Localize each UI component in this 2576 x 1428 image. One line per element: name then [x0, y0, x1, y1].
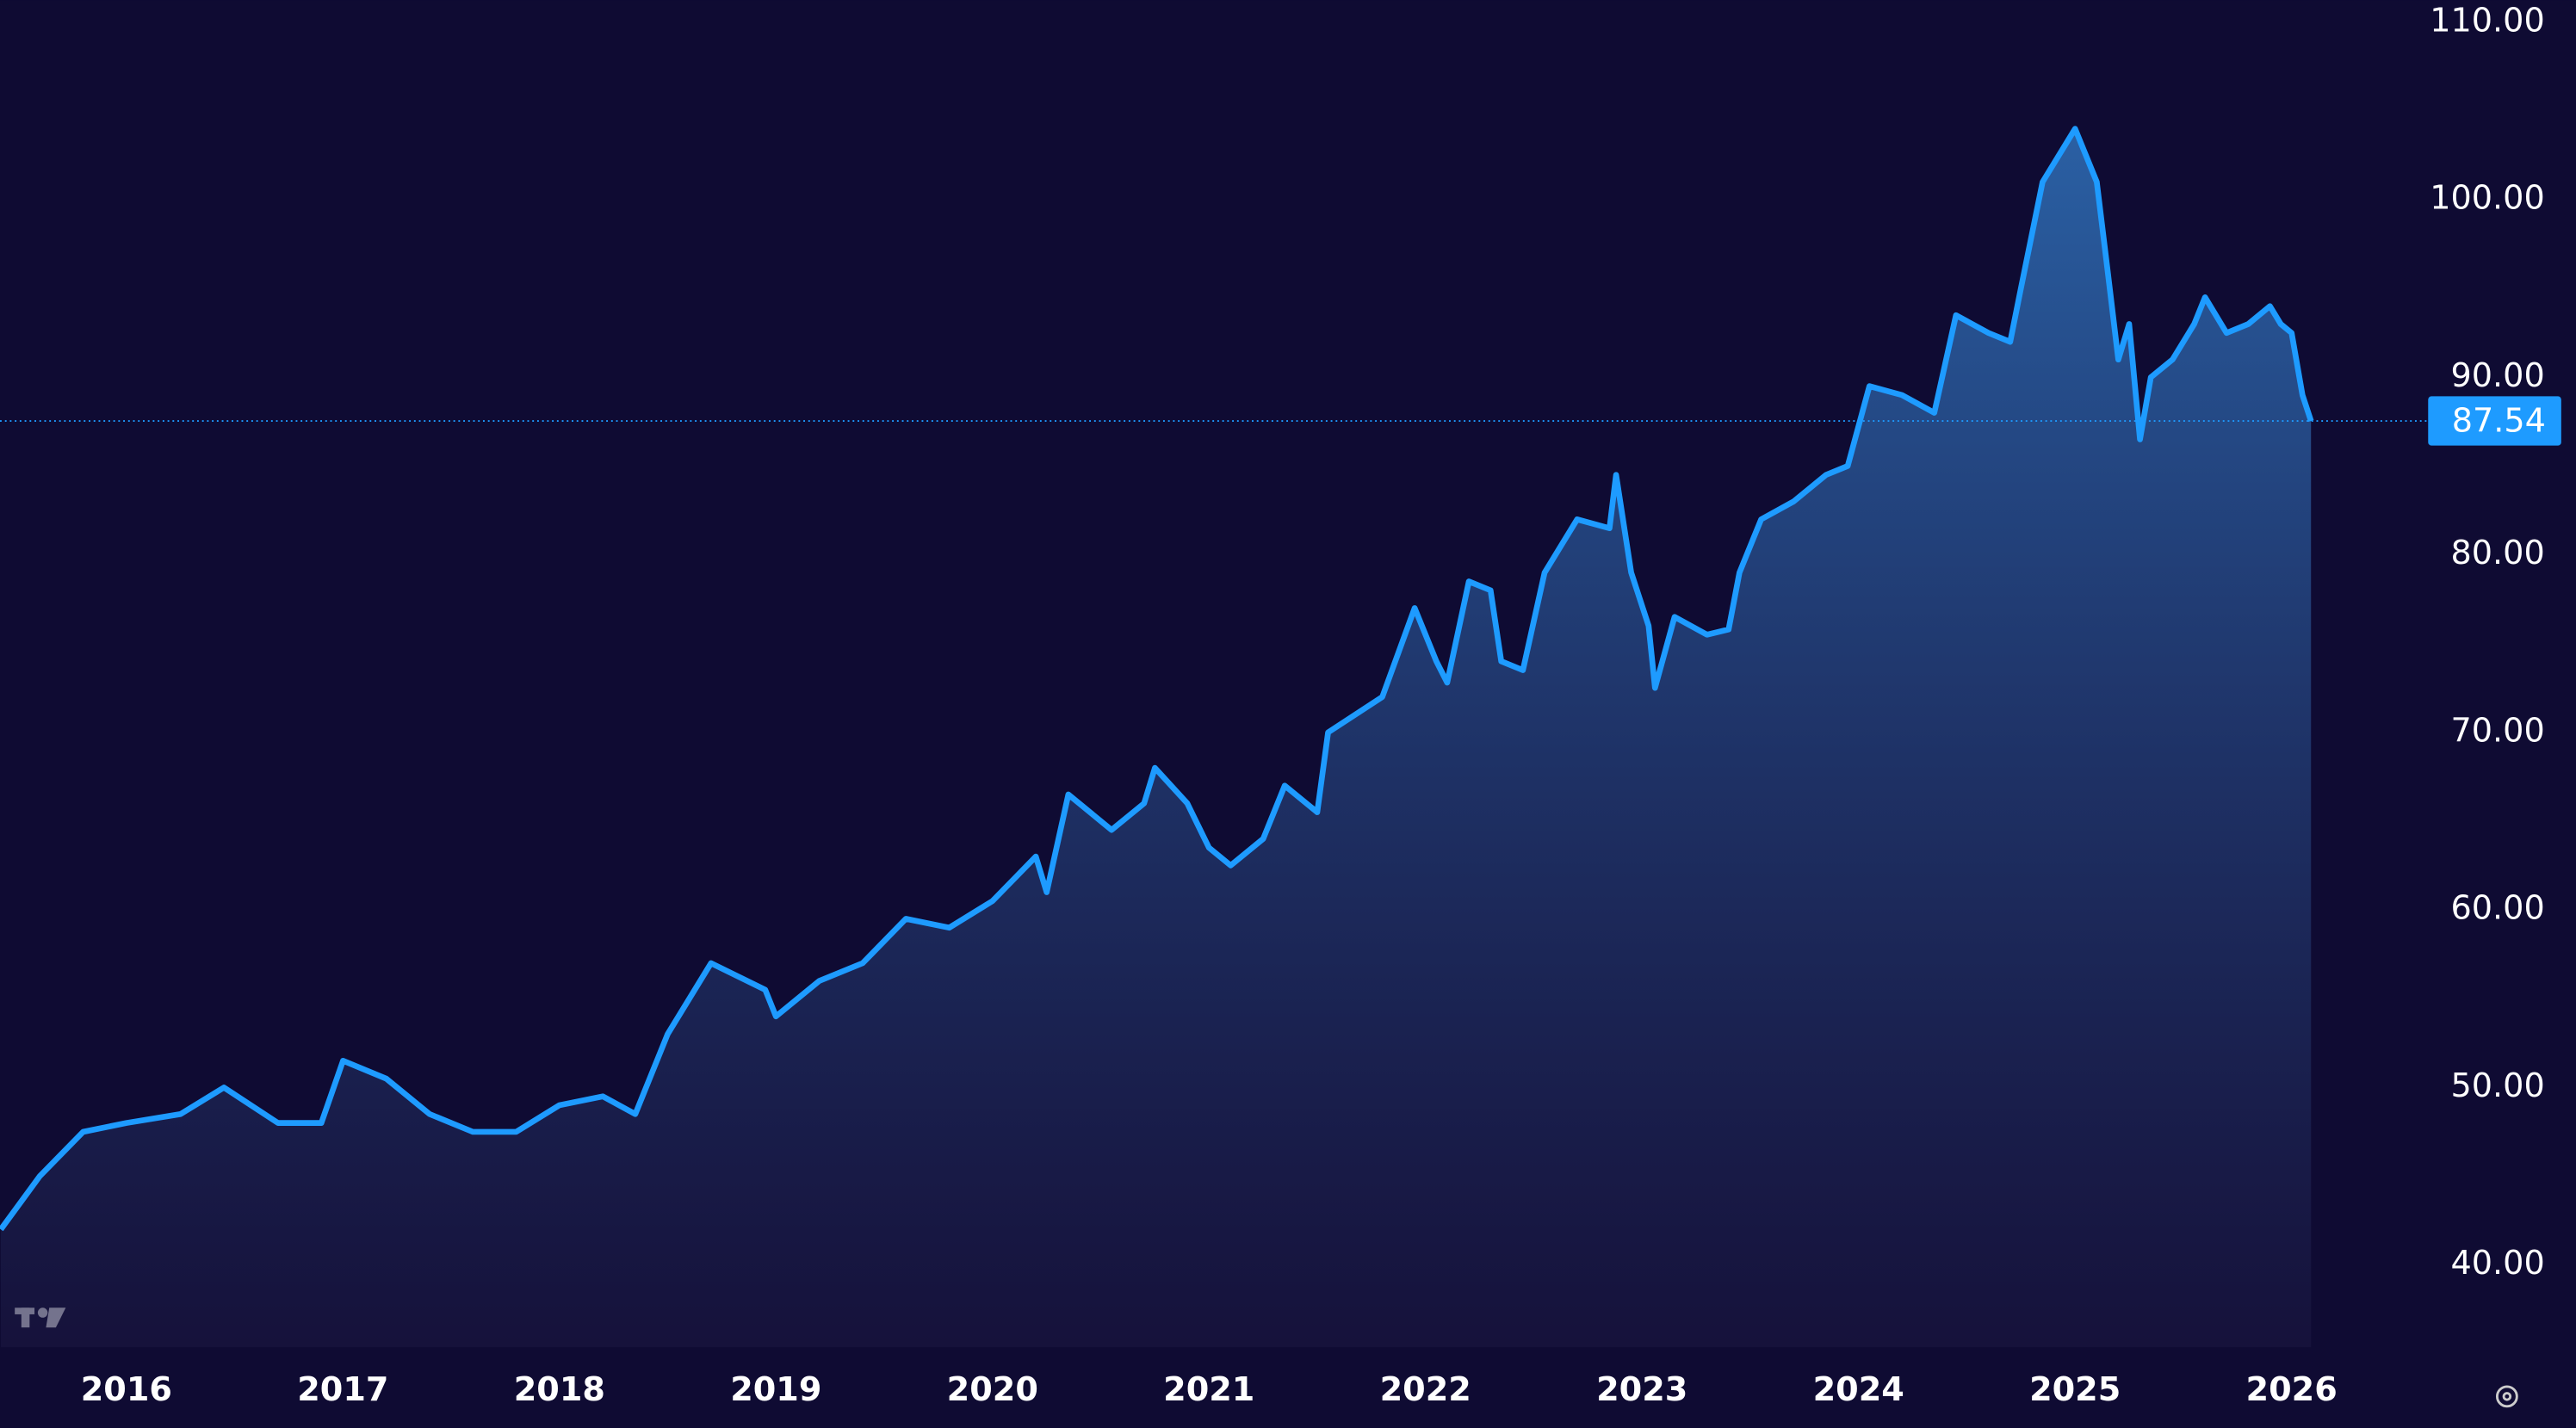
- x-tick-label: 2017: [297, 1370, 388, 1408]
- x-tick-label: 2018: [514, 1370, 605, 1408]
- settings-icon[interactable]: [2495, 1385, 2518, 1408]
- x-tick-label: 2016: [81, 1370, 172, 1408]
- last-price-label: 87.54: [2452, 401, 2546, 439]
- y-tick-label: 40.00: [2451, 1244, 2545, 1282]
- y-tick-label: 90.00: [2451, 356, 2545, 394]
- x-tick-label: 2019: [730, 1370, 821, 1408]
- x-tick-label: 2023: [1596, 1370, 1687, 1408]
- y-tick-label: 100.00: [2430, 179, 2545, 217]
- x-tick-label: 2021: [1163, 1370, 1254, 1408]
- y-tick-label: 50.00: [2451, 1066, 2545, 1104]
- x-tick-label: 2024: [1813, 1370, 1904, 1408]
- x-tick-label: 2020: [947, 1370, 1038, 1408]
- y-tick-label: 70.00: [2451, 711, 2545, 749]
- x-tick-label: 2025: [2029, 1370, 2121, 1408]
- y-tick-label: 80.00: [2451, 534, 2545, 572]
- y-tick-label: 110.00: [2430, 1, 2545, 39]
- y-tick-label: 60.00: [2451, 889, 2545, 927]
- x-tick-label: 2026: [2246, 1370, 2338, 1408]
- price-line: [0, 126, 2314, 1232]
- last-price-box: [2428, 396, 2561, 446]
- x-tick-label: 2022: [1380, 1370, 1471, 1408]
- area-fill: [0, 128, 2312, 1348]
